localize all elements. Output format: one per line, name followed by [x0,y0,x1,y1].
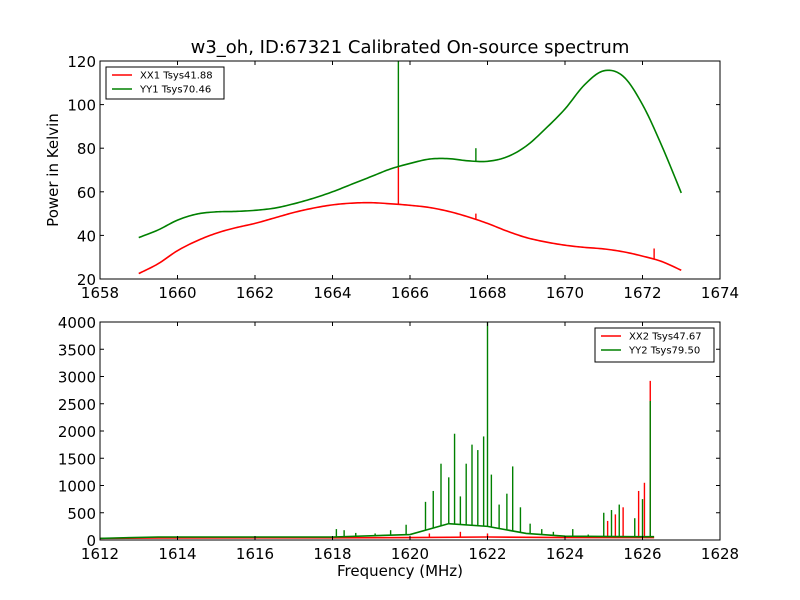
series-line-2 [138,69,682,239]
y-tick-label: 60 [77,184,96,202]
legend-label: YY2 Tsys79.50 [628,346,700,357]
y-tick-label: 120 [67,53,96,71]
x-tick-label: 1674 [701,284,739,302]
x-tick-label: 1670 [546,284,584,302]
y-tick-label: 3500 [58,341,96,359]
x-tick-label: 1612 [81,545,119,563]
y-tick-label: 20 [77,271,96,289]
y-tick-label: 1500 [58,450,96,468]
x-tick-label: 1662 [236,284,274,302]
legend-label: YY1 Tsys70.46 [139,85,211,96]
series-2 [100,322,655,540]
y-tick-label: 2000 [58,423,96,441]
y-tick-label: 1000 [58,478,96,496]
y-tick-label: 0 [86,532,96,550]
x-axis-label: Frequency (MHz) [337,562,463,580]
series-2 [138,61,682,239]
x-tick-label: 1664 [313,284,351,302]
plot-area [100,322,655,540]
x-tick-label: 1622 [468,545,506,563]
x-tick-label: 1660 [158,284,196,302]
legend: XX1 Tsys41.88 YY1 Tsys70.46 [105,66,225,100]
series-line-1 [138,201,682,275]
x-tick-label: 1628 [701,545,739,563]
x-tick-label: 1672 [623,284,661,302]
x-tick-label: 1620 [391,545,429,563]
chart-panel-2: 1612 1614 1616 1618 1620 1622 1624 1626 1628 0 500… [58,314,739,580]
series-1 [138,165,682,275]
y-tick-label: 100 [67,97,96,115]
legend-box [105,66,225,100]
x-tick-label: 1668 [468,284,506,302]
legend-box [594,327,715,363]
y-tick-label: 3000 [58,369,96,387]
legend-label: XX1 Tsys41.88 [140,71,213,82]
plot-area [138,61,682,275]
legend-label: XX2 Tsys47.67 [629,332,702,343]
y-tick-label: 4000 [58,314,96,332]
y-tick-label: 2500 [58,396,96,414]
x-tick-label: 1618 [313,545,351,563]
y-tick-label: 80 [77,140,96,158]
legend: XX2 Tsys47.67 YY2 Tsys79.50 [594,327,715,363]
chart-title: w3_oh, ID:67321 Calibrated On-source spe… [191,37,630,58]
x-tick-label: 1666 [391,284,429,302]
chart-panel-1: 1658 1660 1662 1664 1666 1668 1670 1672 1674 20 40… [44,53,739,302]
y-axis-label: Power in Kelvin [44,113,62,227]
y-tick-label: 500 [67,505,96,523]
y-tick-label: 40 [77,227,96,245]
x-tick-label: 1614 [158,545,196,563]
x-tick-label: 1658 [81,284,119,302]
x-tick-label: 1616 [236,545,274,563]
x-tick-label: 1626 [623,545,661,563]
x-tick-label: 1624 [546,545,584,563]
